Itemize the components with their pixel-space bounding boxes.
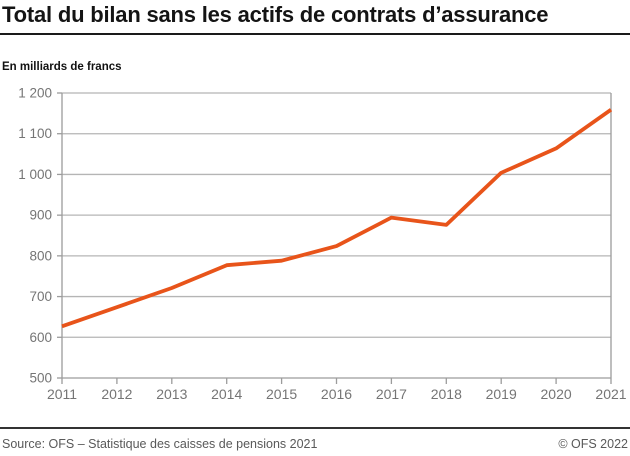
y-axis-tick-label: 700 — [29, 289, 52, 304]
x-axis-tick-label: 2019 — [486, 386, 517, 402]
data-line-series — [61, 108, 613, 329]
x-axis-tick-label: 2011 — [47, 386, 77, 402]
title-divider — [0, 33, 630, 35]
y-axis-tick-label: 1 100 — [18, 126, 52, 141]
page-title: Total du bilan sans les actifs de contra… — [2, 2, 549, 27]
y-axis-tick-label: 600 — [29, 330, 52, 345]
x-axis-tick-label: 2012 — [101, 386, 132, 402]
y-axis-tick-label: 1 000 — [18, 167, 52, 182]
y-axis-tick-label: 900 — [29, 208, 52, 223]
footer-divider — [0, 427, 630, 429]
x-axis-tick-label: 2015 — [266, 386, 297, 402]
chart-area: 500 600 700 800 900 1 000 1 100 1 200 2011 2012 20… — [0, 85, 630, 410]
x-axis-tick-label: 2021 — [595, 386, 626, 402]
x-axis-tick-label: 2013 — [156, 386, 187, 402]
y-axis-tick-label: 500 — [29, 371, 52, 386]
unit-label: En milliards de francs — [2, 61, 122, 73]
x-axis-tick-label: 2020 — [541, 386, 572, 402]
line-chart: 500 600 700 800 900 1 000 1 100 1 200 2011 2012 20… — [18, 86, 627, 403]
x-axis-tick-label: 2016 — [321, 386, 352, 402]
x-axis-tick-label: 2017 — [376, 386, 407, 402]
y-axis-tick-label: 800 — [29, 248, 52, 263]
copyright-text: © OFS 2022 — [558, 437, 628, 451]
x-axis-tick-label: 2014 — [211, 386, 242, 402]
y-axis-tick-label: 1 200 — [18, 86, 52, 101]
source-text: Source: OFS – Statistique des caisses de… — [2, 437, 318, 451]
footer: Source: OFS – Statistique des caisses de… — [2, 437, 628, 451]
x-axis-tick-label: 2018 — [431, 386, 462, 402]
